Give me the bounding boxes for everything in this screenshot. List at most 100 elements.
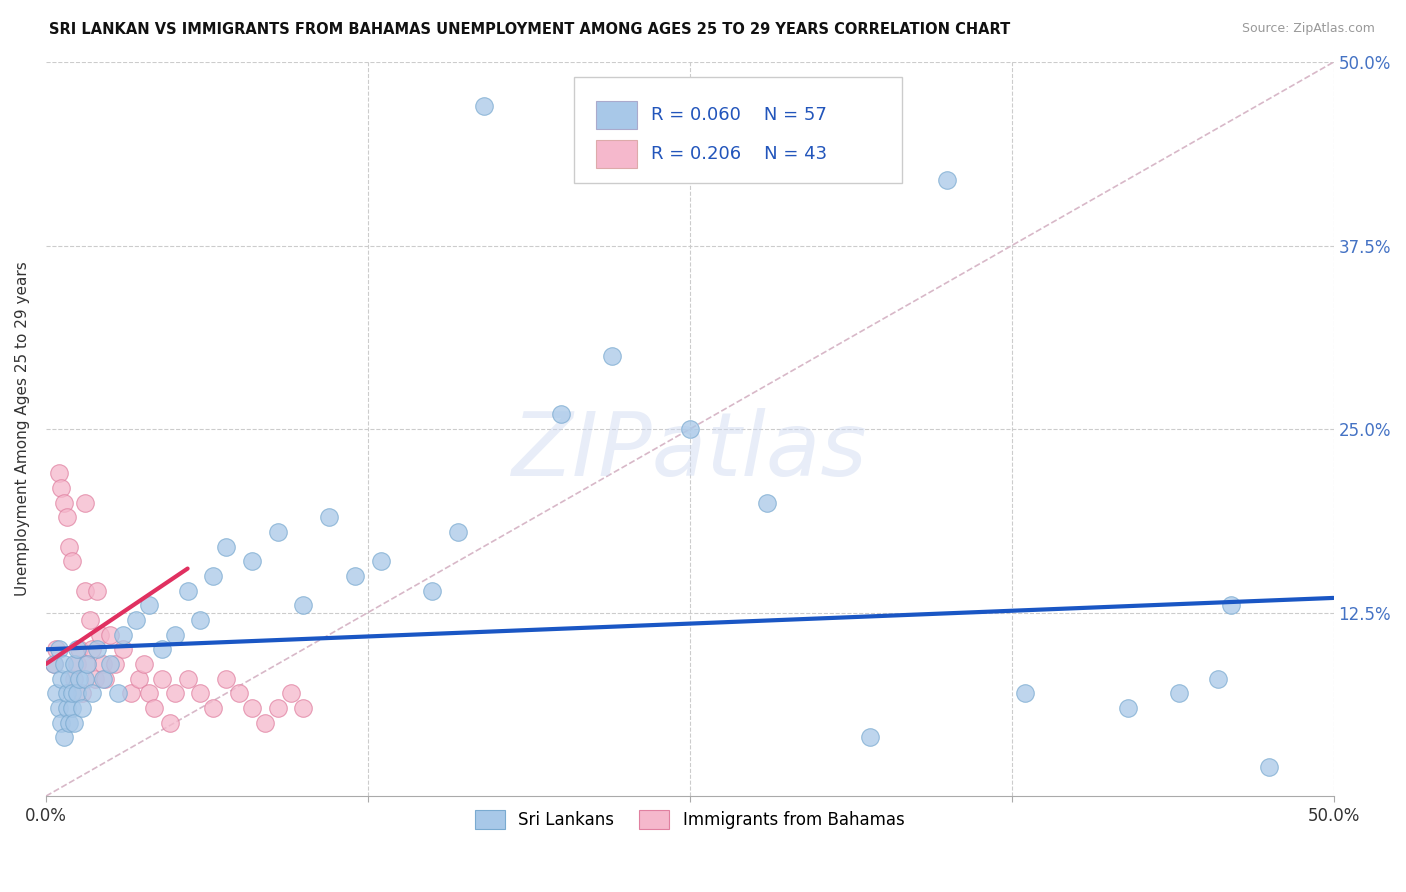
Point (82, 686, 104, 700)
Point (73, 495, 96, 509)
Point (70, 686, 93, 700)
Point (1116, 701, 1139, 715)
Point (94, 672, 117, 686)
Text: ZIPatlas: ZIPatlas (512, 409, 868, 494)
Point (98, 657, 121, 671)
Point (292, 701, 315, 715)
Point (98, 627, 121, 641)
Point (128, 672, 150, 686)
Point (82, 642, 104, 657)
Point (176, 583, 198, 598)
Y-axis label: Unemployment Among Ages 25 to 29 years: Unemployment Among Ages 25 to 29 years (15, 261, 30, 597)
Point (679, 422, 702, 436)
Point (55, 701, 77, 715)
Point (79, 613, 101, 627)
Point (58, 540, 80, 554)
Point (1206, 672, 1229, 686)
Point (202, 569, 225, 583)
Point (125, 613, 148, 627)
Point (55, 510, 77, 524)
Point (42, 657, 65, 671)
Point (267, 701, 290, 715)
Point (163, 627, 186, 641)
Point (602, 349, 624, 363)
Point (343, 569, 366, 583)
Point (60, 686, 83, 700)
Point (48, 642, 70, 657)
Point (58, 715, 80, 730)
Point (280, 686, 302, 700)
Point (112, 642, 135, 657)
Point (73, 672, 96, 686)
Point (89, 627, 111, 641)
Point (292, 599, 315, 613)
Point (48, 466, 70, 480)
Text: R = 0.206    N = 43: R = 0.206 N = 43 (651, 145, 827, 163)
Point (240, 554, 263, 568)
Point (318, 510, 340, 524)
Point (215, 672, 238, 686)
Point (176, 672, 198, 686)
Point (159, 715, 181, 730)
Point (76, 657, 98, 671)
Point (472, 99, 495, 113)
Point (202, 701, 225, 715)
Point (190, 613, 212, 627)
Point (228, 686, 250, 700)
Point (51, 481, 73, 495)
FancyBboxPatch shape (574, 77, 903, 183)
Point (120, 686, 142, 700)
Point (91, 657, 114, 671)
Point (63, 715, 86, 730)
Point (253, 715, 276, 730)
Point (63, 657, 86, 671)
Point (936, 172, 959, 186)
Point (69, 672, 91, 686)
Point (163, 686, 186, 700)
Point (267, 524, 290, 539)
Point (91, 672, 114, 686)
Point (42, 657, 65, 671)
Point (370, 554, 392, 568)
Point (69, 642, 91, 657)
Legend: Sri Lankans, Immigrants from Bahamas: Sri Lankans, Immigrants from Bahamas (468, 803, 911, 836)
Point (138, 686, 160, 700)
Point (60, 701, 83, 715)
Point (53, 657, 76, 671)
Point (60, 554, 83, 568)
Bar (596, 140, 637, 168)
Point (73, 583, 96, 598)
Point (190, 686, 212, 700)
Point (859, 731, 882, 745)
Text: Source: ZipAtlas.com: Source: ZipAtlas.com (1241, 22, 1375, 36)
Point (45, 642, 67, 657)
Point (215, 540, 238, 554)
Point (86, 583, 108, 598)
Point (1168, 686, 1191, 700)
Point (51, 672, 73, 686)
Point (63, 672, 86, 686)
Point (756, 495, 779, 509)
Text: R = 0.060    N = 57: R = 0.060 N = 57 (651, 106, 827, 124)
Point (70, 701, 93, 715)
Point (447, 524, 470, 539)
Point (48, 701, 70, 715)
Point (76, 657, 98, 671)
Point (143, 701, 166, 715)
Point (45, 686, 67, 700)
Point (1014, 686, 1036, 700)
Point (112, 627, 135, 641)
Point (83, 672, 105, 686)
Point (53, 495, 76, 509)
Point (66, 657, 89, 671)
Point (86, 642, 108, 657)
Point (66, 686, 89, 700)
Point (1219, 599, 1241, 613)
Point (420, 583, 443, 598)
Point (550, 408, 572, 422)
Point (66, 642, 89, 657)
Point (132, 657, 155, 671)
Point (53, 731, 76, 745)
Point (150, 672, 173, 686)
Point (150, 642, 173, 657)
